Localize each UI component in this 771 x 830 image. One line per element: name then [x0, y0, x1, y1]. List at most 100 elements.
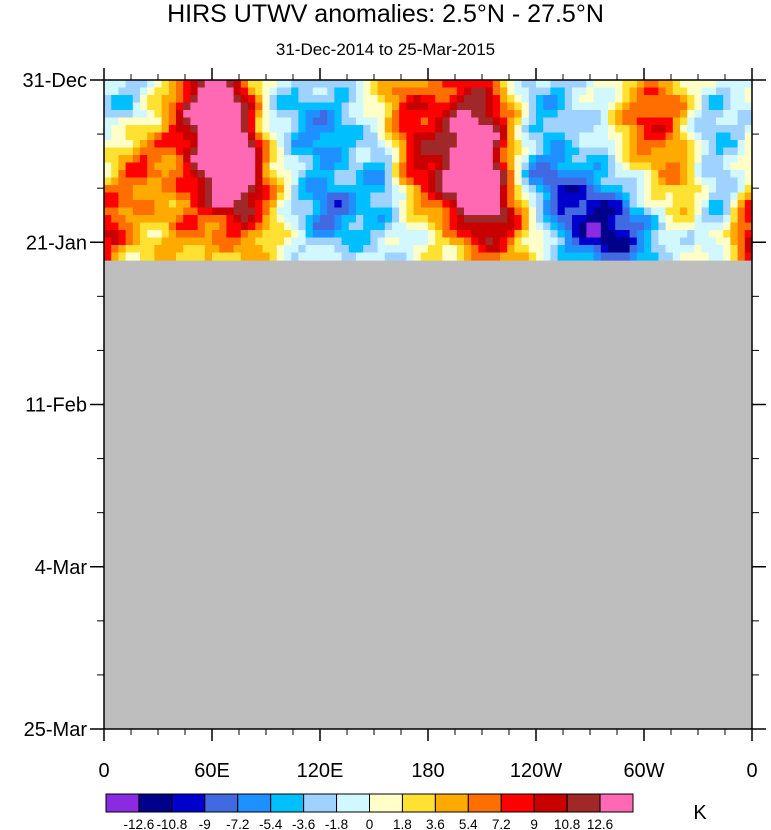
- heatmap-cell: [147, 87, 155, 96]
- heatmap-cell: [233, 87, 242, 96]
- heatmap-cell: [161, 155, 170, 164]
- heatmap-cell: [636, 215, 645, 224]
- heatmap-cell: [708, 185, 717, 194]
- heatmap-cell: [356, 132, 364, 141]
- heatmap-cell: [543, 117, 551, 126]
- heatmap-cell: [291, 245, 299, 254]
- heatmap-cell: [644, 80, 652, 89]
- x-tick-label: 60E: [194, 760, 230, 782]
- heatmap-cell: [651, 207, 659, 216]
- heatmap-cell: [665, 110, 674, 119]
- heatmap-cell: [644, 95, 652, 104]
- heatmap-cell: [305, 140, 314, 149]
- heatmap-cell: [298, 230, 307, 239]
- heatmap-cell: [226, 102, 235, 111]
- heatmap-cell: [312, 162, 321, 171]
- heatmap-cell: [449, 252, 458, 261]
- heatmap-cell: [435, 207, 443, 216]
- heatmap-cell: [622, 162, 631, 171]
- heatmap-cell: [161, 162, 170, 171]
- heatmap-cell: [219, 155, 227, 164]
- heatmap-cell: [622, 200, 631, 209]
- heatmap-cell: [680, 95, 688, 104]
- heatmap-cell: [284, 192, 292, 201]
- heatmap-cell: [334, 95, 343, 104]
- heatmap-cell: [276, 245, 285, 254]
- heatmap-cell: [593, 222, 602, 231]
- heatmap-cell: [428, 237, 436, 246]
- heatmap-cell: [622, 170, 631, 179]
- heatmap-cell: [291, 222, 299, 231]
- y-tick-label: 4-Mar: [35, 557, 88, 579]
- heatmap-cell: [608, 95, 616, 104]
- heatmap-cell: [442, 215, 451, 224]
- heatmap-cell: [737, 125, 746, 134]
- heatmap-cell: [125, 102, 134, 111]
- heatmap-cell: [586, 95, 595, 104]
- heatmap-cell: [147, 237, 155, 246]
- heatmap-cell: [687, 87, 695, 96]
- heatmap-cell: [168, 117, 177, 126]
- heatmap-cell: [464, 185, 472, 194]
- heatmap-cell: [492, 125, 501, 134]
- heatmap-cell: [284, 132, 292, 141]
- heatmap-cell: [298, 155, 307, 164]
- heatmap-cell: [399, 147, 407, 156]
- heatmap-cell: [154, 140, 163, 149]
- heatmap-cell: [593, 117, 602, 126]
- heatmap-cell: [744, 102, 753, 111]
- heatmap-cell: [240, 207, 249, 216]
- heatmap-cell: [377, 170, 386, 179]
- heatmap-cell: [125, 117, 134, 126]
- heatmap-cell: [348, 245, 357, 254]
- heatmap-cell: [528, 87, 537, 96]
- heatmap-cell: [543, 102, 551, 111]
- heatmap-cell: [442, 230, 451, 239]
- heatmap-cell: [615, 162, 623, 171]
- heatmap-cell: [608, 215, 616, 224]
- heatmap-cell: [629, 110, 638, 119]
- heatmap-cell: [327, 95, 335, 104]
- heatmap-cell: [104, 215, 112, 224]
- heatmap-cell: [514, 207, 523, 216]
- heatmap-cell: [248, 162, 256, 171]
- heatmap-cell: [413, 192, 422, 201]
- heatmap-cell: [528, 252, 537, 261]
- heatmap-cell: [694, 252, 703, 261]
- heatmap-cell: [183, 117, 191, 126]
- heatmap-cell: [284, 140, 292, 149]
- heatmap-cell: [492, 95, 501, 104]
- heatmap-cell: [204, 207, 213, 216]
- heatmap-cell: [399, 252, 407, 261]
- heatmap-cell: [305, 192, 314, 201]
- heatmap-cell: [327, 237, 335, 246]
- heatmap-cell: [111, 252, 119, 261]
- heatmap-cell: [377, 177, 386, 186]
- heatmap-cell: [708, 110, 717, 119]
- heatmap-cell: [543, 95, 551, 104]
- heatmap-cell: [356, 147, 364, 156]
- heatmap-cell: [212, 252, 220, 261]
- heatmap-cell: [176, 170, 184, 179]
- heatmap-cell: [435, 170, 443, 179]
- heatmap-cell: [435, 125, 443, 134]
- heatmap-cell: [255, 87, 263, 96]
- heatmap-cell: [615, 87, 623, 96]
- heatmap-cell: [132, 102, 141, 111]
- heatmap-cell: [464, 207, 472, 216]
- heatmap-cell: [363, 222, 371, 231]
- heatmap-cell: [636, 200, 645, 209]
- heatmap-cell: [536, 95, 544, 104]
- heatmap-cell: [528, 185, 537, 194]
- heatmap-cell: [723, 192, 731, 201]
- heatmap-cell: [132, 170, 141, 179]
- heatmap-cell: [392, 215, 400, 224]
- heatmap-cell: [132, 177, 141, 186]
- heatmap-cell: [435, 140, 443, 149]
- heatmap-cell: [284, 162, 292, 171]
- heatmap-cell: [341, 170, 350, 179]
- heatmap-cell: [694, 102, 703, 111]
- heatmap-cell: [312, 147, 321, 156]
- heatmap-cell: [672, 102, 681, 111]
- heatmap-cell: [586, 252, 595, 261]
